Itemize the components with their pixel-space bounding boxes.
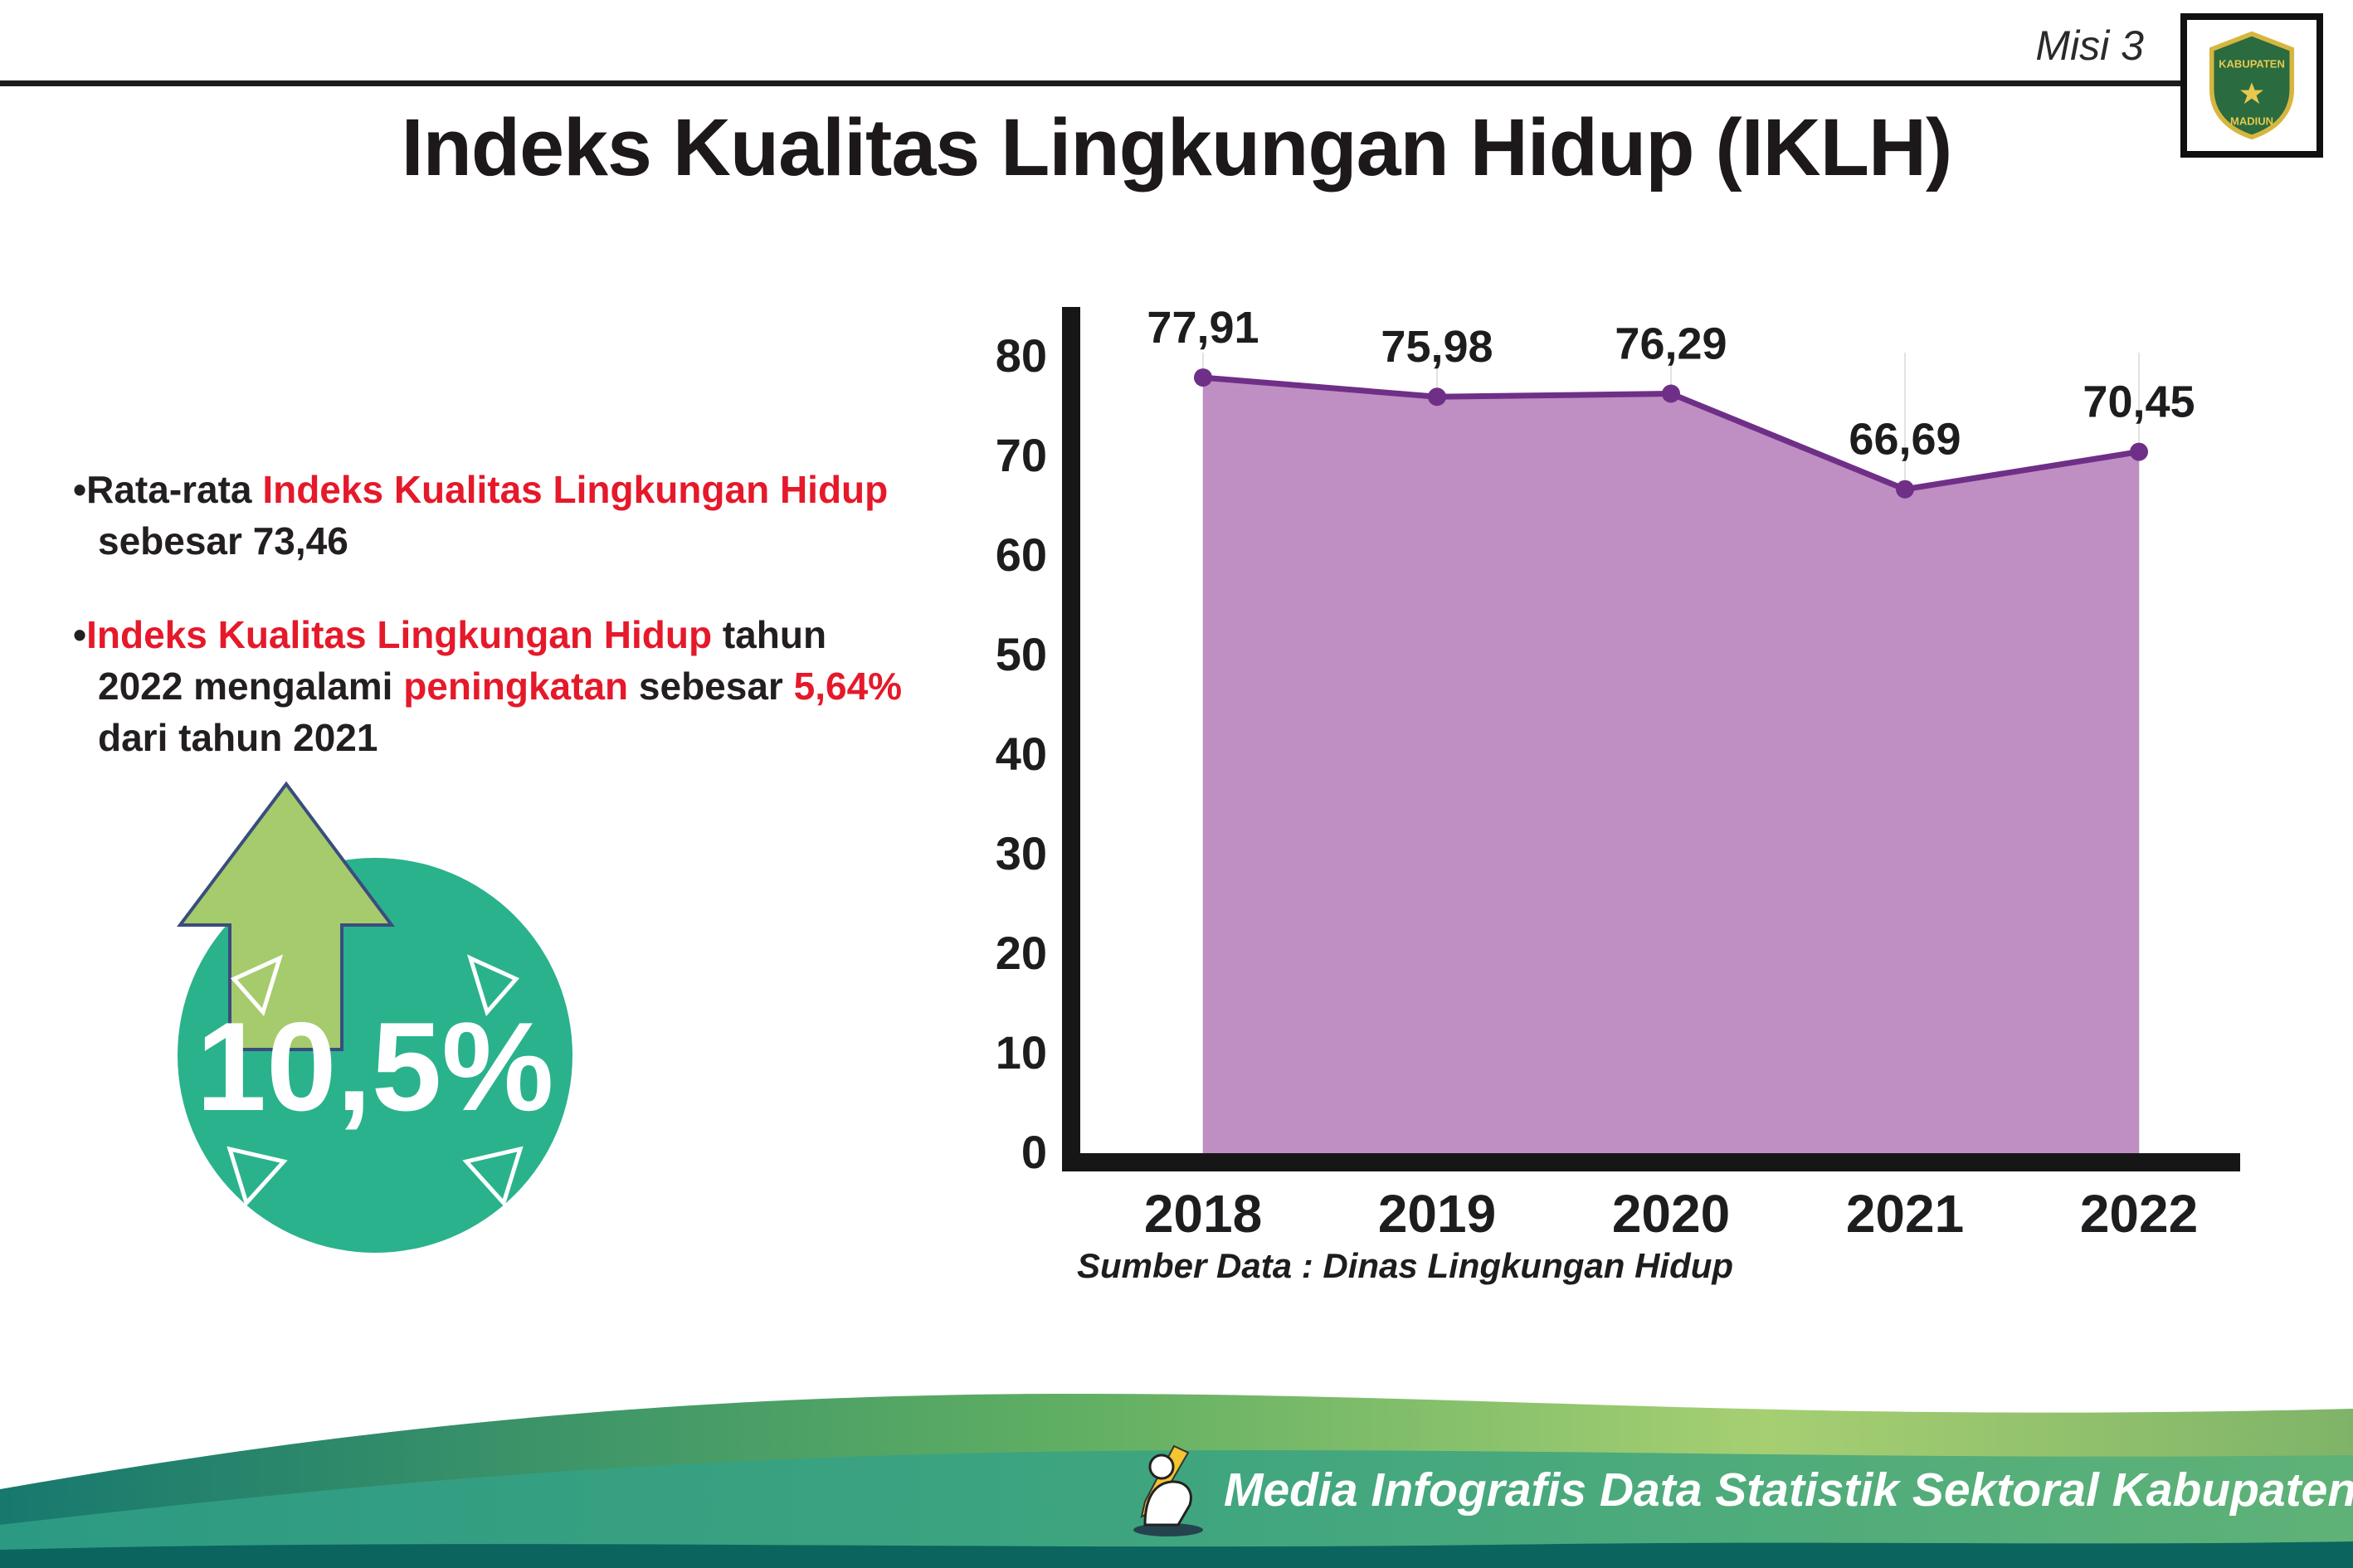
bullet-segment: Indeks Kualitas Lingkungan Hidup: [86, 613, 713, 657]
logo-text-bottom: MADIUN: [2230, 114, 2273, 127]
x-axis-label: 2018: [1144, 1184, 1262, 1244]
data-value-label: 66,69: [1849, 415, 1961, 465]
data-value-label: 75,98: [1381, 322, 1493, 372]
header-divider-line: [0, 80, 2180, 86]
logo-text-top: KABUPATEN: [2219, 58, 2285, 71]
deco-triangle: [230, 954, 284, 1017]
kabupaten-madiun-crest-icon: KABUPATEN MADIUN: [2209, 31, 2295, 140]
data-value-label: 70,45: [2083, 377, 2195, 427]
chart-x-labels: 2018 2019 2020 2021 2022: [1144, 1184, 2198, 1244]
bullet-item-average: •Rata-rata Indeks Kualitas Lingkungan Hi…: [73, 465, 919, 567]
bullet-marker: •: [73, 613, 87, 657]
data-point: [2130, 442, 2148, 461]
x-axis-bar: [1062, 1153, 2240, 1171]
bullet-segment: 5,64%: [793, 664, 903, 708]
deco-triangle: [227, 1146, 288, 1207]
y-tick-label: 70: [996, 429, 1047, 481]
bullet-segment: peningkatan: [403, 664, 629, 708]
wave-bottom-strip: [0, 1541, 2353, 1568]
data-point: [1896, 480, 1914, 499]
x-axis-label: 2021: [1846, 1184, 1964, 1244]
y-tick-label: 40: [996, 728, 1047, 780]
data-point: [1194, 368, 1212, 387]
bullet-segment: Indeks Kualitas Lingkungan Hidup: [262, 468, 889, 511]
deco-triangle: [466, 954, 520, 1017]
chart-y-tick-labels: 0 10 20 30 40 50 60 70 80: [996, 329, 1047, 1178]
misi-label: Misi 3: [2035, 22, 2144, 69]
y-axis-bar: [1062, 307, 1080, 1171]
y-tick-label: 50: [996, 628, 1047, 680]
up-arrow-icon: [176, 781, 395, 1051]
x-axis-label: 2020: [1612, 1184, 1730, 1244]
y-tick-label: 10: [996, 1026, 1047, 1079]
chart-area-series: [1202, 374, 2140, 1153]
iklh-chart: 77,91 75,98 76,29 66,69 70,45 0 10 20 30 40 50 60 7…: [996, 274, 2290, 1319]
iklh-area-chart: 77,91 75,98 76,29 66,69 70,45 0 10 20 30 40 50 60 7…: [996, 303, 2240, 1244]
bullet-list: •Rata-rata Indeks Kualitas Lingkungan Hi…: [73, 465, 919, 806]
kabupaten-madiun-logo: KABUPATEN MADIUN: [2180, 13, 2323, 158]
writer-mascot-icon: [1133, 1444, 1203, 1536]
footer-text: Media Infografis Data Statistik Sektoral…: [1224, 1463, 2353, 1517]
x-axis-label: 2019: [1378, 1184, 1496, 1244]
chart-points: [1194, 368, 2148, 499]
bullet-segment: sebesar 73,46: [98, 519, 348, 562]
y-tick-label: 20: [996, 927, 1047, 979]
bullet-segment: dari tahun 2021: [98, 715, 378, 759]
y-tick-label: 30: [996, 827, 1047, 879]
increase-badge: 10,5%: [93, 772, 657, 1311]
deco-triangle: [462, 1146, 524, 1207]
y-tick-label: 60: [996, 528, 1047, 581]
chart-value-labels: 77,91 75,98 76,29 66,69 70,45: [1147, 303, 2195, 465]
bullet-segment: Rata-rata: [86, 468, 263, 511]
data-source-note: Sumber Data : Dinas Lingkungan Hidup: [1077, 1246, 1734, 1285]
bullet-segment: sebesar: [628, 664, 794, 708]
area-fill: [1203, 377, 2139, 1153]
bullet-segment: tahun 2022 mengalami: [98, 613, 827, 708]
y-tick-label: 80: [996, 329, 1047, 382]
x-axis-label: 2022: [2080, 1184, 2198, 1244]
data-value-label: 76,29: [1615, 319, 1727, 369]
data-point: [1662, 384, 1680, 403]
bullet-marker: •: [73, 468, 87, 511]
chart-axes: [1062, 307, 2240, 1171]
y-tick-label: 0: [1021, 1126, 1047, 1178]
increase-badge-graphic: 10,5%: [176, 781, 572, 1253]
data-point: [1428, 387, 1446, 407]
page-title: Indeks Kualitas Lingkungan Hidup (IKLH): [401, 102, 1953, 192]
footer-caption: Media Infografis Data Statistik Sektoral…: [1128, 1442, 2353, 1537]
badge-percentage: 10,5%: [197, 996, 554, 1137]
data-value-label: 77,91: [1147, 303, 1259, 353]
bullet-item-increase: •Indeks Kualitas Lingkungan Hidup tahun …: [73, 610, 919, 763]
